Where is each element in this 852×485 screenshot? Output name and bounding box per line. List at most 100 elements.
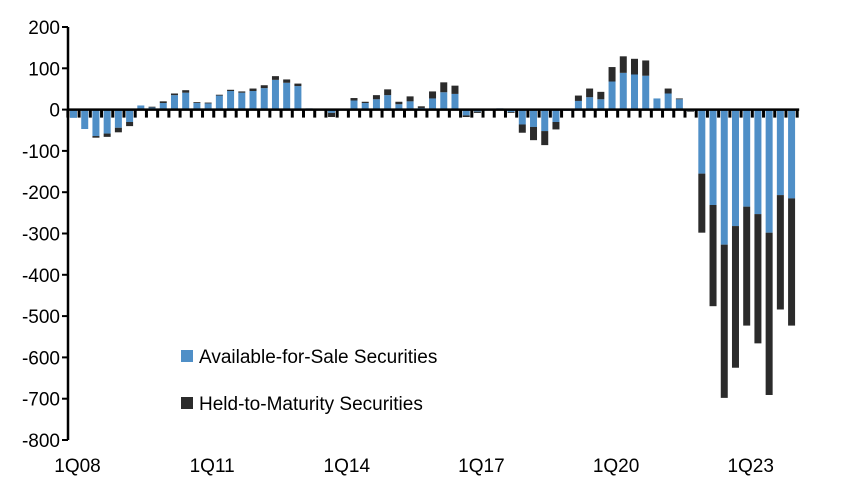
bar-htm: [227, 89, 235, 92]
bar-htm: [170, 93, 178, 96]
bar-afs: [159, 102, 167, 110]
bar-htm: [372, 95, 380, 100]
bar-htm: [384, 89, 392, 96]
bar-afs: [574, 100, 582, 110]
bar-afs: [395, 104, 403, 110]
bar-htm: [597, 91, 605, 100]
bar-htm: [193, 102, 201, 103]
bar-htm: [631, 58, 638, 75]
bar-htm: [103, 133, 111, 137]
bar-htm: [249, 88, 257, 92]
bar-htm: [754, 214, 762, 344]
bar-htm: [350, 98, 358, 101]
legend-label-afs: Available-for-Sale Securities: [199, 347, 437, 368]
bar-afs: [552, 109, 560, 122]
bar-htm: [664, 88, 672, 94]
bar-afs: [126, 109, 134, 122]
bar-htm: [709, 205, 717, 307]
legend-swatch-htm: [181, 397, 193, 409]
y-tick-label: -300: [22, 225, 60, 246]
bar-afs: [631, 74, 638, 110]
bar-afs: [92, 109, 100, 137]
bar-afs: [350, 100, 358, 110]
bar-afs: [788, 109, 796, 199]
y-tick-label: 200: [28, 18, 60, 39]
axes-group: 200 100 0 -100 -200 -300 -400 -500 -600 -700 -800 1…: [22, 18, 800, 477]
bar-htm: [698, 173, 706, 233]
bar-htm: [788, 198, 796, 326]
bar-afs: [731, 109, 739, 227]
bar-htm: [574, 95, 582, 101]
bar-afs: [664, 93, 672, 110]
y-tick-label: -500: [22, 307, 60, 328]
y-tick-label: -400: [22, 266, 60, 287]
bar-htm: [451, 85, 459, 94]
bar-afs: [283, 82, 291, 110]
bar-afs: [114, 109, 122, 128]
bar-afs: [137, 105, 145, 110]
bar-htm: [417, 106, 425, 108]
bar-afs: [204, 103, 212, 110]
bar-afs: [754, 109, 762, 215]
bar-htm: [731, 226, 739, 368]
bar-afs: [619, 72, 627, 110]
bar-htm: [114, 127, 122, 133]
bar-htm: [462, 115, 470, 118]
legend-label-htm: Held-to-Maturity Securities: [199, 394, 423, 415]
bar-afs: [361, 102, 369, 110]
bar-htm: [328, 112, 336, 118]
bar-htm: [238, 91, 246, 93]
bar-afs: [294, 86, 302, 110]
x-tick-label: 1Q17: [458, 456, 504, 477]
legend-swatch-afs: [181, 350, 193, 362]
y-tick-label: 100: [28, 59, 60, 80]
bar-afs: [462, 109, 470, 116]
bar-afs: [249, 91, 257, 110]
bar-afs: [193, 102, 201, 110]
bar-afs: [586, 97, 594, 110]
y-tick-label: 0: [49, 101, 60, 122]
bar-afs: [642, 75, 650, 110]
bar-htm: [215, 94, 223, 96]
bar-htm: [361, 101, 369, 103]
bar-htm: [687, 110, 695, 112]
bar-afs: [675, 99, 683, 110]
bar-htm: [473, 111, 481, 113]
bar-afs: [530, 109, 538, 127]
bar-htm: [260, 85, 268, 89]
bar-htm: [765, 232, 773, 395]
bar-afs: [215, 95, 223, 110]
x-tick-label: 1Q11: [190, 456, 235, 477]
x-tick-label: 1Q20: [593, 456, 639, 477]
bar-htm: [518, 124, 526, 133]
bar-htm: [530, 126, 538, 141]
bar-afs: [776, 109, 784, 196]
bar-afs: [698, 109, 706, 174]
bar-htm: [608, 67, 616, 82]
bar-htm: [440, 82, 448, 93]
bar-htm: [675, 98, 683, 100]
bar-afs: [372, 99, 380, 110]
bar-afs: [260, 88, 268, 110]
bar-afs: [238, 92, 246, 110]
bar-afs: [720, 109, 728, 245]
bar-htm: [776, 195, 784, 310]
bar-htm: [204, 102, 212, 104]
bar-afs: [743, 109, 751, 207]
bar-afs: [518, 109, 526, 125]
bar-htm: [586, 88, 594, 98]
bar-htm: [283, 79, 291, 83]
bar-htm: [743, 206, 751, 326]
bar-afs: [328, 109, 336, 113]
bar-htm: [92, 136, 100, 138]
bar-htm: [507, 112, 515, 113]
y-tick-label: -800: [22, 431, 60, 452]
y-tick-label: -700: [22, 390, 60, 411]
y-tick-label: -100: [22, 142, 60, 163]
bar-afs: [429, 98, 437, 110]
bar-htm: [148, 106, 156, 108]
bar-htm: [541, 131, 549, 146]
bar-htm: [159, 101, 167, 103]
bar-afs: [70, 109, 77, 118]
